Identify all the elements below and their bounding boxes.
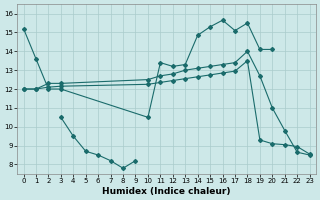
X-axis label: Humidex (Indice chaleur): Humidex (Indice chaleur) xyxy=(102,187,231,196)
